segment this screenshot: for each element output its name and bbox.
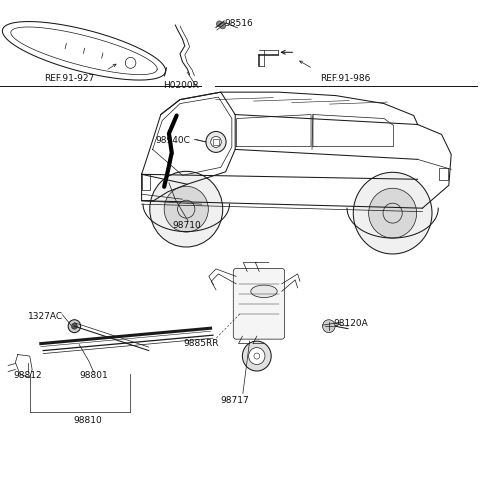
Text: H0200R: H0200R xyxy=(164,81,199,90)
Circle shape xyxy=(68,320,81,333)
Text: 98810: 98810 xyxy=(73,416,102,425)
Circle shape xyxy=(369,188,417,238)
Text: 1327AC: 1327AC xyxy=(28,312,63,321)
Circle shape xyxy=(249,348,265,365)
Circle shape xyxy=(211,136,221,147)
Text: REF.91-986: REF.91-986 xyxy=(321,74,371,83)
FancyBboxPatch shape xyxy=(233,268,285,339)
Text: 98516: 98516 xyxy=(225,19,253,28)
Text: 98940C: 98940C xyxy=(156,136,190,145)
Bar xyxy=(439,168,448,180)
Ellipse shape xyxy=(251,285,277,297)
Text: 98120A: 98120A xyxy=(333,319,368,328)
Circle shape xyxy=(72,323,77,329)
Circle shape xyxy=(150,171,223,247)
Circle shape xyxy=(216,21,222,27)
Text: 98812: 98812 xyxy=(13,371,42,380)
Circle shape xyxy=(164,186,208,232)
Circle shape xyxy=(206,131,226,152)
Bar xyxy=(142,174,150,190)
Circle shape xyxy=(353,172,432,254)
Text: REF.91-927: REF.91-927 xyxy=(45,74,95,83)
Text: 9885RR: 9885RR xyxy=(183,339,218,348)
Circle shape xyxy=(242,341,271,371)
Text: 98801: 98801 xyxy=(79,371,108,380)
Circle shape xyxy=(323,320,335,333)
Text: 98717: 98717 xyxy=(221,396,250,405)
Bar xyxy=(213,139,219,145)
Text: 98710: 98710 xyxy=(173,221,202,230)
Circle shape xyxy=(220,23,226,29)
